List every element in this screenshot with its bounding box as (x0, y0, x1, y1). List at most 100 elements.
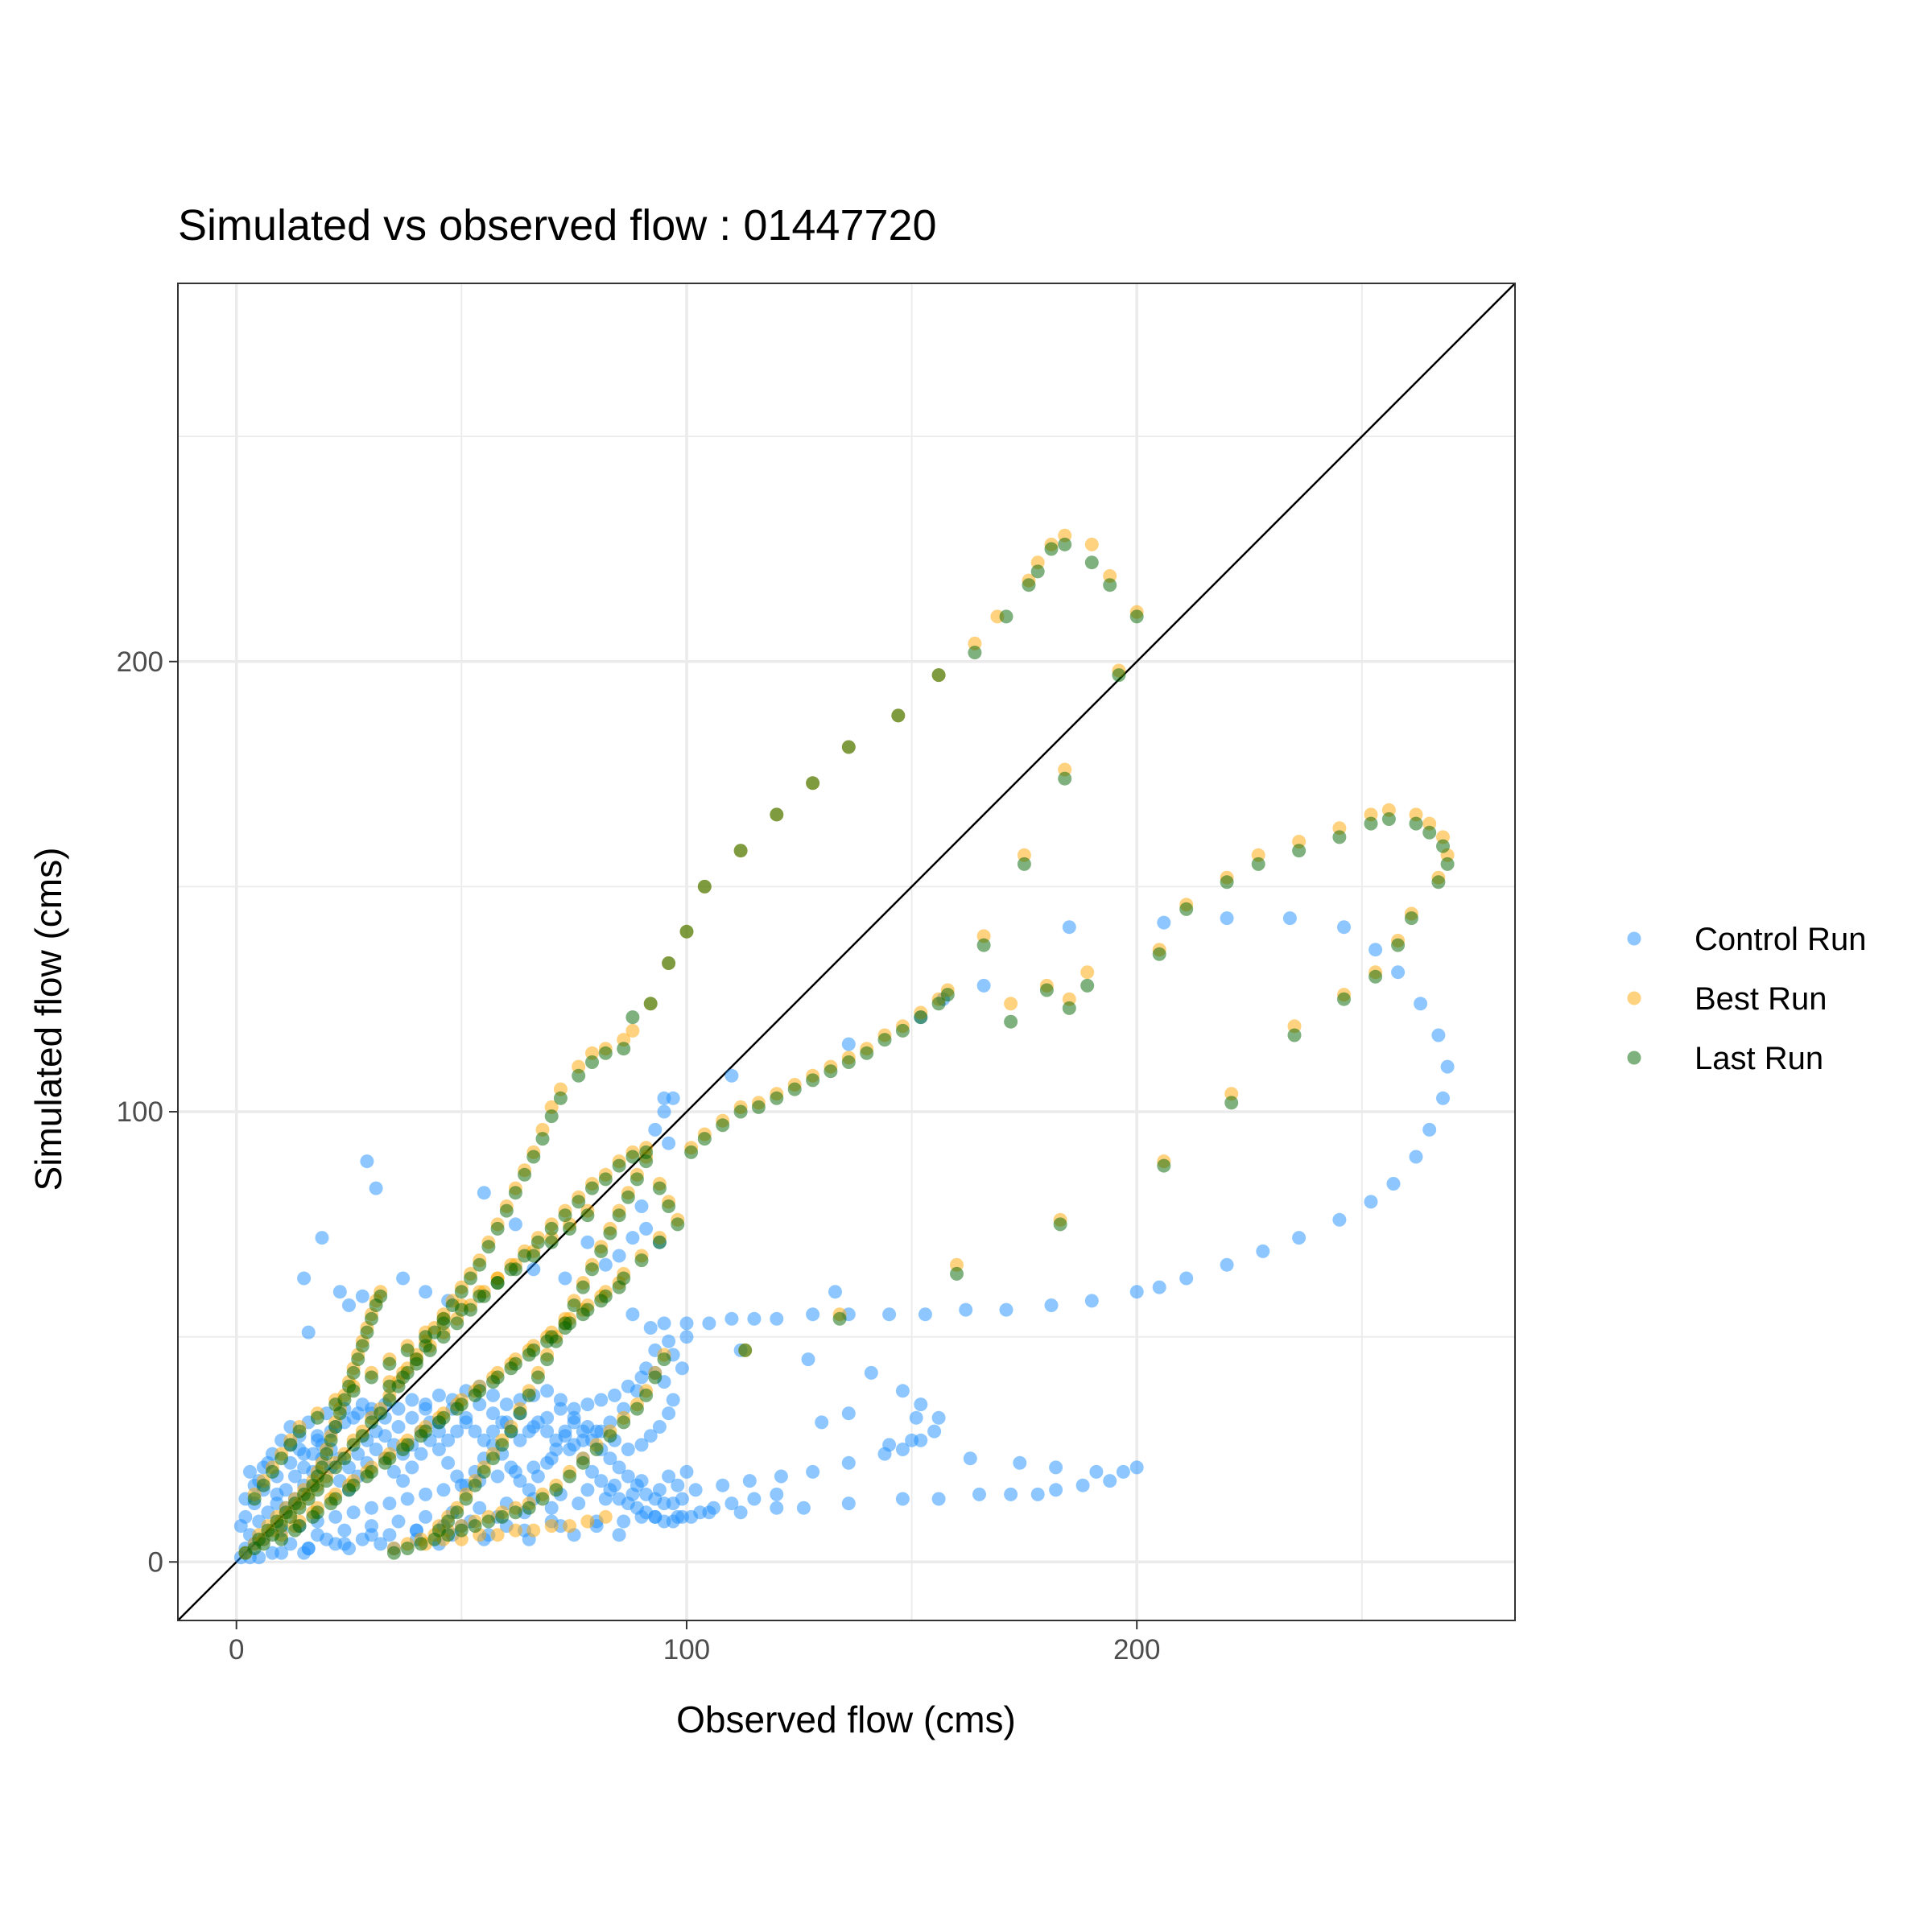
data-point (459, 1415, 473, 1430)
data-point (1044, 1298, 1059, 1312)
data-point (1129, 1285, 1144, 1299)
data-point (895, 1443, 910, 1456)
data-point (1386, 1177, 1401, 1191)
data-point (297, 1487, 312, 1501)
data-point (1332, 830, 1347, 844)
data-point (594, 1393, 609, 1407)
data-point (351, 1406, 365, 1421)
data-point (243, 1464, 257, 1479)
data-point (473, 1257, 487, 1272)
legend-label: Best Run (1695, 981, 1827, 1017)
data-point (310, 1528, 324, 1542)
data-point (824, 1064, 838, 1079)
data-point (405, 1393, 419, 1407)
data-point (332, 1285, 347, 1299)
data-point (549, 1483, 564, 1497)
data-point (365, 1311, 378, 1326)
data-point (815, 1415, 829, 1430)
data-point (864, 1365, 878, 1380)
data-point (877, 1033, 892, 1047)
data-point (612, 1158, 626, 1173)
data-point (535, 1492, 550, 1506)
data-point (1368, 969, 1383, 984)
data-point (409, 1356, 423, 1371)
data-point (1152, 947, 1166, 961)
data-point (530, 1370, 545, 1385)
data-point (450, 1505, 464, 1520)
data-point (801, 1352, 815, 1367)
data-point (679, 924, 694, 939)
data-point (1292, 844, 1307, 858)
data-point (1422, 1122, 1437, 1137)
data-point (959, 1302, 973, 1317)
data-point (598, 1046, 613, 1060)
data-point (495, 1509, 510, 1524)
data-point (1039, 983, 1054, 997)
data-point (1337, 920, 1351, 935)
data-point (360, 1469, 374, 1484)
data-point (662, 1406, 676, 1421)
data-point (608, 1388, 621, 1402)
data-point (657, 1104, 671, 1119)
data-point (279, 1505, 293, 1520)
data-point (580, 1235, 595, 1249)
data-point (1391, 938, 1406, 952)
data-point (580, 1514, 595, 1529)
data-point (652, 1483, 667, 1497)
data-point (895, 1384, 910, 1398)
data-point (400, 1343, 415, 1357)
data-point (679, 1316, 694, 1331)
data-point (558, 1271, 572, 1286)
data-point (675, 1361, 689, 1376)
identity-line (177, 283, 1516, 1621)
data-point (283, 1438, 298, 1452)
data-point (400, 1492, 415, 1506)
y-tick-label: 200 (117, 646, 163, 678)
data-point (396, 1474, 411, 1488)
data-point (639, 1388, 654, 1402)
data-point (1058, 771, 1072, 786)
data-point (306, 1478, 320, 1492)
data-point (1013, 1455, 1027, 1470)
data-point (625, 1150, 640, 1164)
data-point (1391, 965, 1406, 980)
data-point (598, 1172, 613, 1187)
data-point (1364, 1195, 1378, 1209)
data-point (841, 1455, 856, 1470)
data-point (287, 1496, 302, 1511)
data-point (841, 1037, 856, 1051)
data-point (549, 1334, 564, 1348)
data-point (508, 1262, 522, 1277)
data-point (662, 1469, 676, 1484)
data-point (477, 1186, 491, 1200)
data-point (572, 1195, 586, 1209)
data-point (1080, 965, 1095, 980)
data-point (625, 1231, 640, 1245)
data-point (567, 1298, 581, 1312)
data-point (634, 1509, 649, 1524)
data-point (382, 1528, 397, 1542)
data-point (513, 1474, 527, 1488)
data-point (563, 1519, 577, 1534)
data-point (806, 1464, 820, 1479)
data-point (603, 1429, 617, 1443)
data-point (360, 1154, 374, 1169)
data-point (567, 1402, 581, 1416)
data-point (369, 1298, 383, 1312)
data-point (405, 1410, 419, 1425)
data-point (657, 1316, 671, 1331)
data-point (553, 1393, 568, 1407)
data-point (490, 1221, 505, 1236)
data-point (643, 997, 658, 1011)
data-point (617, 1042, 631, 1056)
data-point (486, 1406, 500, 1421)
data-point (441, 1514, 456, 1529)
data-point (612, 1249, 626, 1263)
data-point (950, 1266, 964, 1281)
data-point (481, 1514, 496, 1529)
data-point (1129, 1460, 1144, 1475)
data-point (1224, 1096, 1239, 1110)
data-point (549, 1433, 564, 1447)
data-point (612, 1460, 626, 1475)
data-point (648, 1122, 663, 1137)
